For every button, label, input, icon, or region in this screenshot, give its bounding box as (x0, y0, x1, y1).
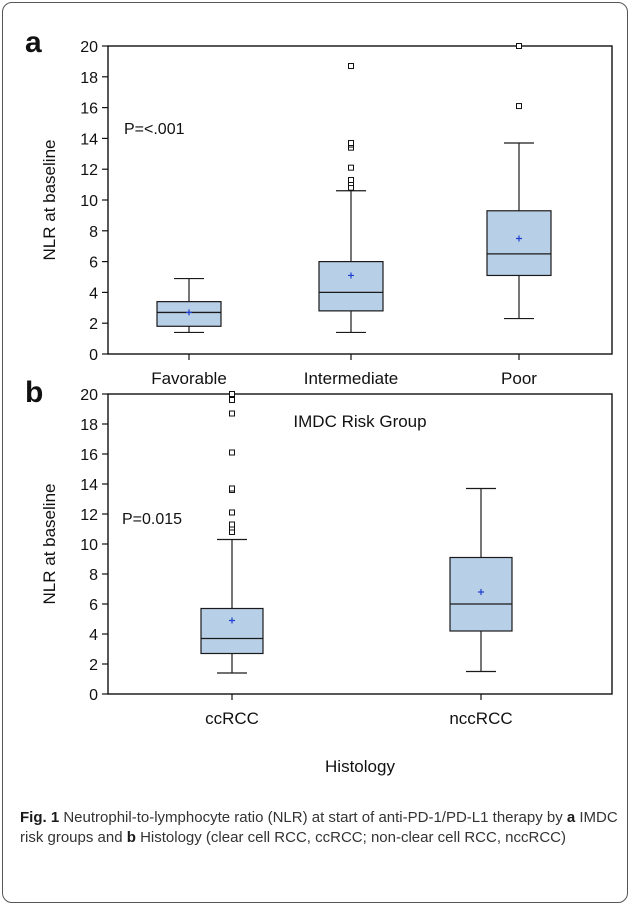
y-tick-label: 4 (89, 627, 98, 644)
y-tick-label: 20 (80, 39, 98, 56)
y-tick-label: 16 (80, 101, 98, 118)
outlier-point (348, 176, 354, 183)
caption-label: Fig. 1 (20, 809, 60, 826)
y-tick-label: 6 (89, 597, 98, 614)
p-value-annotation: P=0.015 (122, 511, 182, 528)
y-tick-label: 12 (80, 162, 98, 179)
y-tick-label: 18 (80, 417, 98, 434)
caption-bold-a: a (566, 809, 576, 826)
panel-label: a (25, 26, 42, 59)
outlier-point (348, 140, 354, 147)
y-tick-label: 14 (80, 477, 98, 494)
caption-bold-b: b (126, 829, 136, 846)
outlier-point (348, 63, 354, 70)
x-tick-label: Poor (501, 369, 537, 388)
outlier-point (516, 43, 522, 49)
outlier-point (229, 410, 235, 417)
y-tick-label: 2 (89, 657, 98, 674)
p-value-annotation: P=<.001 (124, 121, 185, 138)
box-mean-marker (478, 589, 484, 595)
y-tick-label: 8 (89, 224, 98, 241)
box-mean-marker (229, 617, 235, 624)
outlier-point (229, 449, 235, 456)
outlier-point (516, 103, 522, 110)
y-tick-label: 0 (89, 347, 98, 364)
panel-label: b (25, 376, 43, 409)
caption-text-1: Neutrophil-to-lymphocyte ratio (NLR) at … (59, 809, 567, 826)
x-tick-label: ccRCC (205, 709, 259, 728)
figure-caption: Fig. 1 Neutrophil-to-lymphocyte ratio (N… (20, 808, 618, 848)
y-tick-label: 20 (80, 387, 98, 404)
outlier-point (229, 521, 235, 528)
y-axis-label: NLR at baseline (40, 484, 59, 605)
box-mean-marker (186, 309, 192, 316)
outlier-point (229, 485, 235, 492)
caption-text-2: IMDC risk groups and (20, 809, 618, 846)
outlier-point (229, 397, 235, 403)
y-tick-label: 4 (89, 285, 98, 302)
x-tick-label: Intermediate (304, 369, 399, 388)
y-tick-label: 2 (89, 316, 98, 333)
x-axis-label: IMDC Risk Group (293, 412, 426, 431)
x-tick-label: nccRCC (449, 709, 512, 728)
x-tick-label: Favorable (151, 369, 227, 388)
y-tick-label: 6 (89, 255, 98, 272)
y-tick-label: 16 (80, 447, 98, 464)
y-tick-label: 8 (89, 567, 98, 584)
box-mean-marker (516, 235, 522, 242)
y-tick-label: 12 (80, 507, 98, 524)
outlier-point (229, 391, 235, 397)
outlier-point (229, 509, 235, 516)
box-iqr (200, 607, 264, 655)
box-mean-marker (348, 272, 354, 279)
box-iqr (486, 210, 552, 277)
outlier-point (348, 164, 354, 171)
y-tick-label: 0 (89, 687, 98, 704)
y-axis-label: NLR at baseline (40, 140, 59, 261)
box-iqr (318, 261, 384, 312)
y-tick-label: 10 (80, 193, 98, 210)
x-axis-label: Histology (325, 757, 395, 776)
plot-area (107, 393, 613, 695)
y-tick-label: 14 (80, 131, 98, 148)
y-tick-label: 10 (80, 537, 98, 554)
caption-text-3: Histology (clear cell RCC, ccRCC; non-cl… (135, 829, 566, 846)
y-tick-label: 18 (80, 70, 98, 87)
